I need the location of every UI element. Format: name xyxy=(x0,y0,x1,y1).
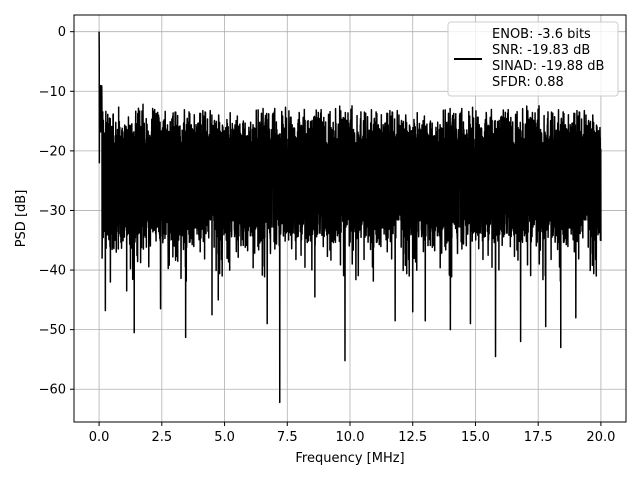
y-tick-label: −50 xyxy=(39,323,66,338)
legend-line-enob: ENOB: -3.6 bits xyxy=(492,27,591,42)
legend-box xyxy=(447,21,619,97)
axis-ticks: 0.0 2.5 5.0 7.5 10.0 12.5 15.0 17.5 20.0 0 −10 −20 −… xyxy=(39,25,616,445)
legend-line-sinad: SINAD: -19.88 dB xyxy=(492,59,604,74)
y-axis-label: PSD [dB] xyxy=(14,190,29,248)
legend-line-sfdr: SFDR: 0.88 xyxy=(492,75,564,90)
x-tick-label: 15.0 xyxy=(461,430,490,445)
y-tick-label: −20 xyxy=(39,144,66,159)
x-tick-label: 17.5 xyxy=(524,430,553,445)
x-tick-label: 12.5 xyxy=(398,430,427,445)
y-tick-label: 0 xyxy=(58,25,66,40)
x-tick-label: 2.5 xyxy=(151,430,172,445)
x-tick-label: 7.5 xyxy=(277,430,298,445)
x-tick-label: 10.0 xyxy=(336,430,365,445)
y-tick-label: −30 xyxy=(39,204,66,219)
legend-line-snr: SNR: -19.83 dB xyxy=(492,43,590,58)
legend: ENOB: -3.6 bits SNR: -19.83 dB SINAD: -1… xyxy=(447,21,619,97)
y-tick-label: −10 xyxy=(39,85,66,100)
x-tick-label: 20.0 xyxy=(586,430,615,445)
y-tick-label: −60 xyxy=(39,383,66,398)
x-tick-label: 5.0 xyxy=(214,430,235,445)
x-tick-label: 0.0 xyxy=(89,430,110,445)
y-tick-label: −40 xyxy=(39,264,66,279)
psd-series-line xyxy=(98,31,602,404)
x-axis-label: Frequency [MHz] xyxy=(295,451,404,466)
